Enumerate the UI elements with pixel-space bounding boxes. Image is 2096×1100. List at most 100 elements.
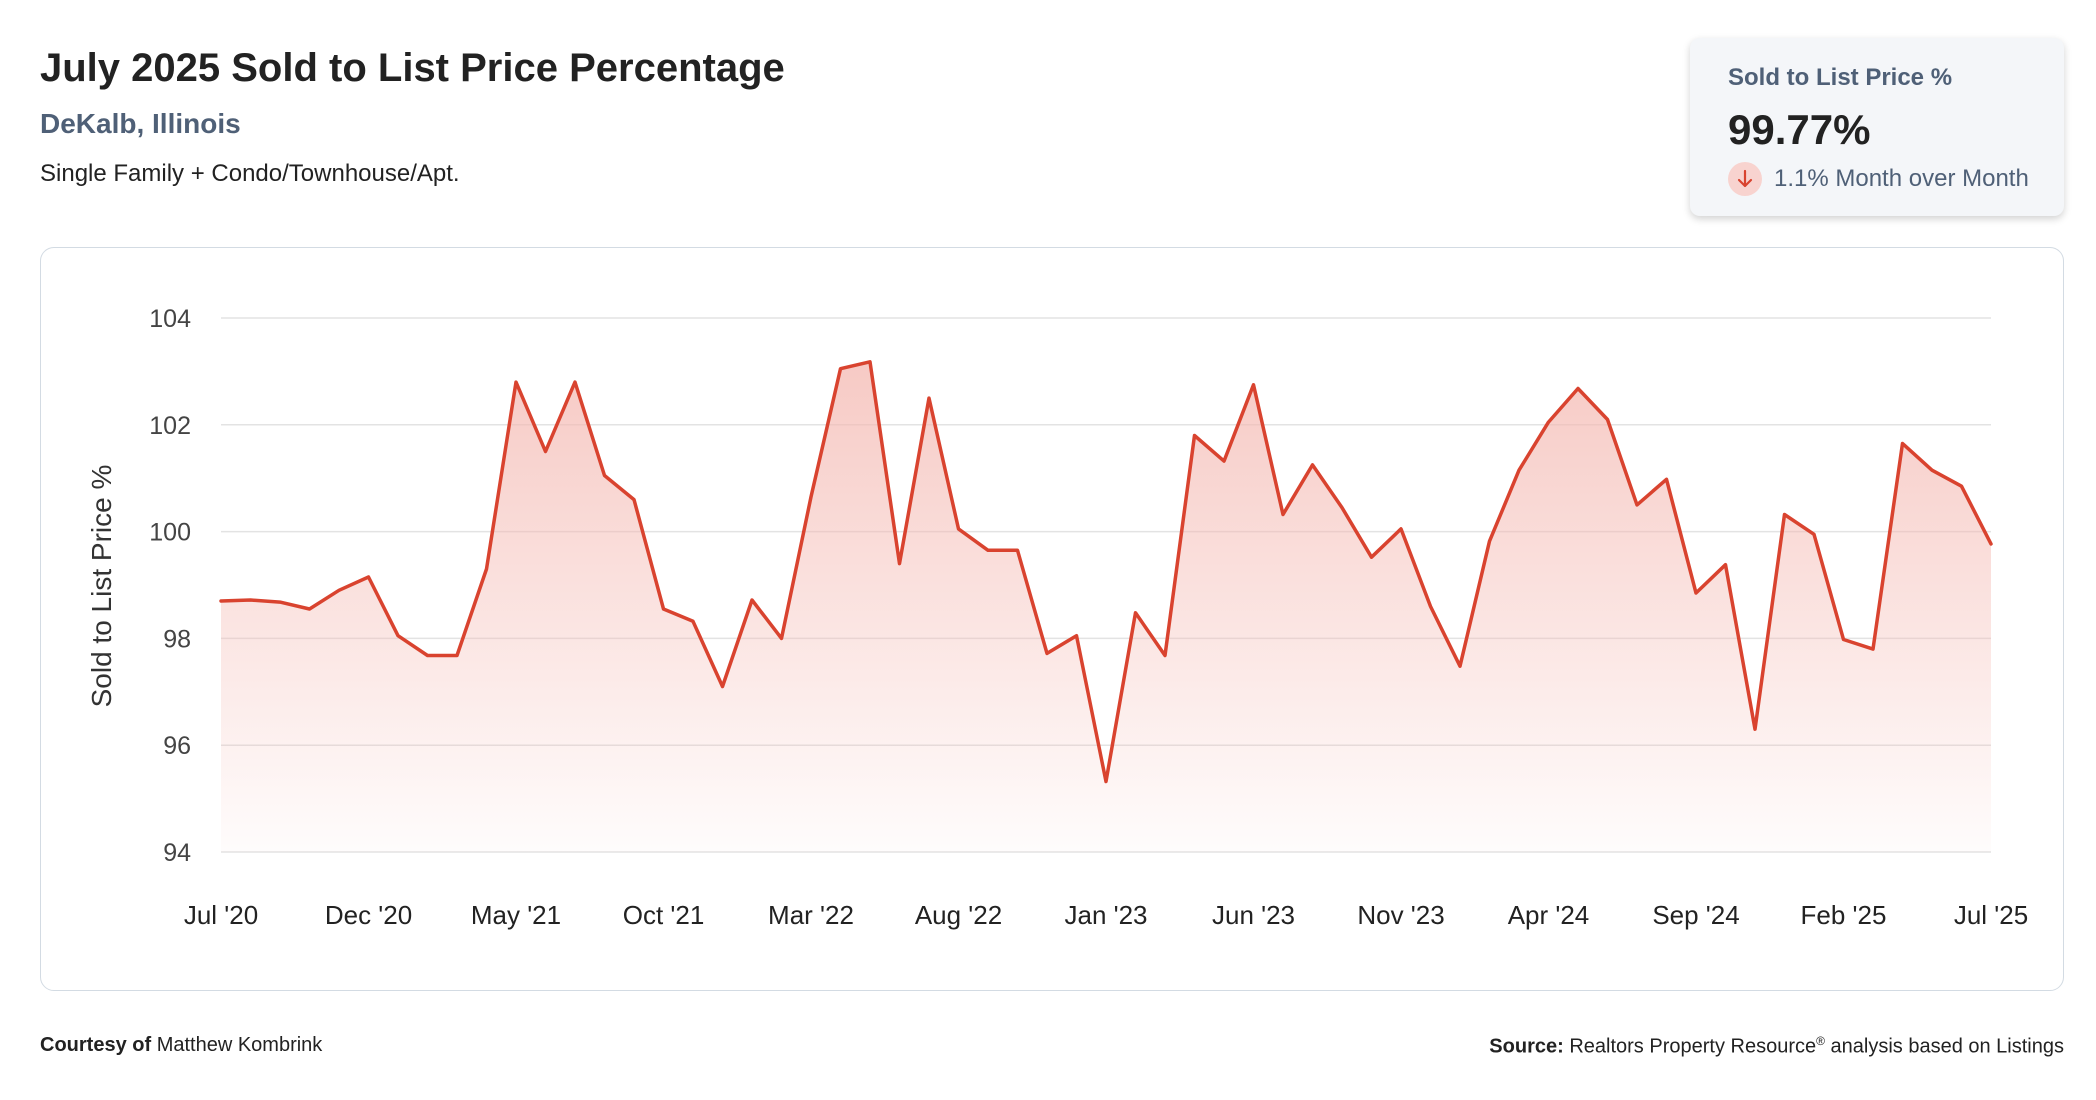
- x-tick-label: Apr '24: [1508, 900, 1590, 930]
- data-point[interactable]: [1100, 776, 1112, 788]
- data-point[interactable]: [1425, 600, 1437, 612]
- data-point[interactable]: [658, 603, 670, 615]
- data-point[interactable]: [894, 558, 906, 570]
- data-point[interactable]: [1189, 429, 1201, 441]
- data-point[interactable]: [363, 571, 375, 583]
- data-point[interactable]: [1248, 379, 1260, 391]
- x-tick-label: Jul '20: [184, 900, 258, 930]
- location-subtitle: DeKalb, Illinois: [40, 108, 241, 139]
- x-tick-label: May '21: [471, 900, 561, 930]
- data-point[interactable]: [1484, 535, 1496, 547]
- data-point[interactable]: [1159, 649, 1171, 661]
- data-point[interactable]: [1808, 528, 1820, 540]
- x-tick-label: Feb '25: [1801, 900, 1887, 930]
- registered-mark: ®: [1816, 1034, 1825, 1048]
- data-point[interactable]: [1130, 607, 1142, 619]
- source-text: Realtors Property Resource: [1569, 1035, 1817, 1058]
- data-point[interactable]: [1543, 416, 1555, 428]
- data-point[interactable]: [1572, 382, 1584, 394]
- data-point[interactable]: [1897, 437, 1909, 449]
- data-point[interactable]: [923, 392, 935, 404]
- data-point[interactable]: [1307, 459, 1319, 471]
- data-point[interactable]: [215, 595, 227, 607]
- data-point[interactable]: [776, 632, 788, 644]
- y-tick-label: 98: [163, 625, 191, 653]
- data-point[interactable]: [451, 649, 463, 661]
- data-point[interactable]: [1690, 587, 1702, 599]
- data-point[interactable]: [422, 649, 434, 661]
- data-point[interactable]: [1956, 480, 1968, 492]
- source-label: Source:: [1489, 1035, 1564, 1058]
- data-point[interactable]: [953, 523, 965, 535]
- data-point[interactable]: [687, 615, 699, 627]
- data-point[interactable]: [333, 584, 345, 596]
- page-title: July 2025 Sold to List Price Percentage: [40, 46, 785, 90]
- data-point[interactable]: [1985, 538, 1997, 550]
- kpi-change: 1.1% Month over Month: [1728, 162, 2029, 196]
- chart-card: 94 96 98 100 102 104 Jul '20 Dec '20 May '21 Oct…: [40, 247, 2064, 991]
- data-point[interactable]: [1012, 544, 1024, 556]
- x-tick-label: Jun '23: [1212, 900, 1295, 930]
- data-point[interactable]: [274, 596, 286, 608]
- kpi-card: Sold to List Price % 99.77% 1.1% Month o…: [1690, 38, 2064, 216]
- x-tick-label: Dec '20: [325, 900, 412, 930]
- data-point[interactable]: [864, 356, 876, 368]
- data-point[interactable]: [1395, 523, 1407, 535]
- data-point[interactable]: [1749, 723, 1761, 735]
- data-point[interactable]: [717, 680, 729, 692]
- y-tick-label: 94: [163, 839, 191, 867]
- data-point[interactable]: [540, 446, 552, 458]
- property-type-label: Single Family + Condo/Townhouse/Apt.: [40, 160, 460, 187]
- x-tick-label: Mar '22: [768, 900, 854, 930]
- data-point[interactable]: [1366, 551, 1378, 563]
- data-point[interactable]: [245, 594, 257, 606]
- data-point[interactable]: [1602, 413, 1614, 425]
- data-point[interactable]: [392, 630, 404, 642]
- data-point[interactable]: [1041, 647, 1053, 659]
- y-axis-title: Sold to List Price %: [86, 465, 117, 708]
- courtesy-name: Matthew Kombrink: [156, 1034, 323, 1056]
- x-tick-label: Jul '25: [1954, 900, 2028, 930]
- x-tick-label: Jan '23: [1064, 900, 1147, 930]
- data-point[interactable]: [1631, 499, 1643, 511]
- courtesy-label: Courtesy of: [40, 1034, 152, 1056]
- data-point[interactable]: [805, 491, 817, 503]
- data-point[interactable]: [1071, 630, 1083, 642]
- data-point[interactable]: [510, 376, 522, 388]
- data-point[interactable]: [1720, 559, 1732, 571]
- data-point[interactable]: [569, 376, 581, 388]
- x-tick-label: Nov '23: [1357, 900, 1444, 930]
- data-point[interactable]: [1277, 509, 1289, 521]
- data-point[interactable]: [628, 494, 640, 506]
- area-fill: [221, 361, 1991, 852]
- data-point[interactable]: [1218, 455, 1230, 467]
- source-suffix: analysis based on Listings: [1824, 1035, 2065, 1058]
- data-point[interactable]: [1779, 509, 1791, 521]
- kpi-label: Sold to List Price %: [1728, 64, 1953, 91]
- kpi-value: 99.77%: [1728, 106, 1871, 153]
- line-chart: 94 96 98 100 102 104 Jul '20 Dec '20 May '21 Oct…: [86, 305, 2028, 930]
- data-point[interactable]: [746, 594, 758, 606]
- data-point[interactable]: [1867, 643, 1879, 655]
- x-tick-label: Aug '22: [915, 900, 1002, 930]
- data-point[interactable]: [481, 563, 493, 575]
- y-tick-label: 102: [149, 412, 191, 440]
- data-point[interactable]: [1926, 464, 1938, 476]
- courtesy-footer: Courtesy of Matthew Kombrink: [40, 1034, 322, 1057]
- source-footer: Source: Realtors Property Resource® anal…: [1489, 1034, 2064, 1059]
- data-point[interactable]: [1336, 502, 1348, 514]
- series-line: [219, 360, 1993, 784]
- data-point[interactable]: [1838, 633, 1850, 645]
- data-point[interactable]: [982, 544, 994, 556]
- x-tick-label: Sep '24: [1652, 900, 1739, 930]
- arrow-down-icon: [1728, 162, 1762, 196]
- y-tick-label: 100: [149, 519, 191, 547]
- data-point[interactable]: [1661, 473, 1673, 485]
- y-tick-label: 104: [149, 305, 191, 333]
- data-point[interactable]: [1454, 660, 1466, 672]
- data-point[interactable]: [304, 603, 316, 615]
- data-point[interactable]: [1513, 464, 1525, 476]
- data-point[interactable]: [835, 363, 847, 375]
- data-point[interactable]: [599, 470, 611, 482]
- x-tick-label: Oct '21: [623, 900, 705, 930]
